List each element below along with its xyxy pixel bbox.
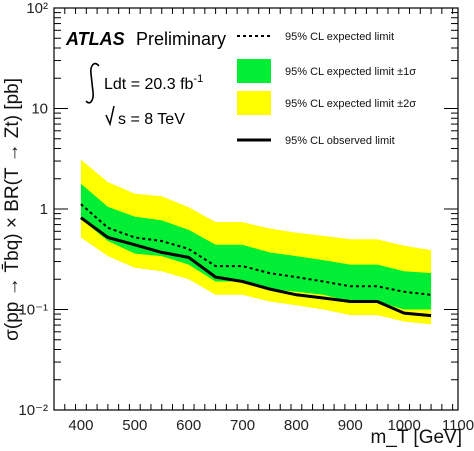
integral-sign-icon [85, 62, 100, 104]
ticks-layer [53, 8, 458, 411]
expected-limit-line [80, 203, 432, 296]
legend-1sigma-swatch [237, 59, 271, 83]
y-tick-label: 10⁻¹ [18, 302, 48, 319]
y-tick-label: 10² [26, 0, 48, 17]
x-tick-label: 600 [176, 417, 201, 434]
y-tick-label: 10 [31, 101, 48, 118]
x-axis-label: m_T [GeV] [370, 427, 462, 448]
x-tick-label: 700 [230, 417, 255, 434]
luminosity-label: Ldt = 20.3 fb-1 [104, 73, 203, 93]
sqrt-sign-icon [105, 105, 115, 127]
annotation-block: ATLAS Preliminary Ldt = 20.3 fb-1 s = 8 … [65, 29, 226, 128]
legend-2sigma-swatch [237, 91, 271, 115]
energy-label: s = 8 TeV [118, 111, 185, 128]
legend-2sigma-label: 95% CL expected limit ±2σ [285, 98, 416, 110]
observed-limit-line [80, 216, 432, 318]
legend-expected-label: 95% CL expected limit [285, 31, 394, 43]
y-axis-label: σ(pp → T̄bq) × BR(T → Zt) [pb] [2, 78, 23, 341]
lines-layer [80, 203, 432, 318]
legend: 95% CL expected limit 95% CL expected li… [237, 31, 416, 147]
luminosity-value: Ldt = 20.3 fb [104, 76, 194, 93]
atlas-label: ATLAS [65, 29, 125, 49]
luminosity-exponent: -1 [193, 73, 203, 85]
bands-layer [80, 159, 432, 325]
preliminary-label: Preliminary [136, 29, 226, 49]
legend-observed-label: 95% CL observed limit [285, 135, 395, 147]
x-tick-label: 400 [68, 417, 93, 434]
y-tick-label: 10⁻² [18, 402, 48, 419]
legend-1sigma-label: 95% CL expected limit ±1σ [285, 66, 416, 78]
tick-labels-layer: 400 500 600 700 800 900 1000 1100 10⁻² 10⁻¹ 1 10 10² [18, 0, 474, 434]
band-1sigma [80, 183, 432, 310]
x-tick-label: 1100 [442, 417, 474, 434]
x-tick-label: 500 [122, 417, 147, 434]
x-tick-label: 900 [338, 417, 363, 434]
x-tick-label: 800 [284, 417, 309, 434]
x-tick-label: 1000 [387, 417, 420, 434]
y-tick-label: 1 [40, 201, 48, 218]
